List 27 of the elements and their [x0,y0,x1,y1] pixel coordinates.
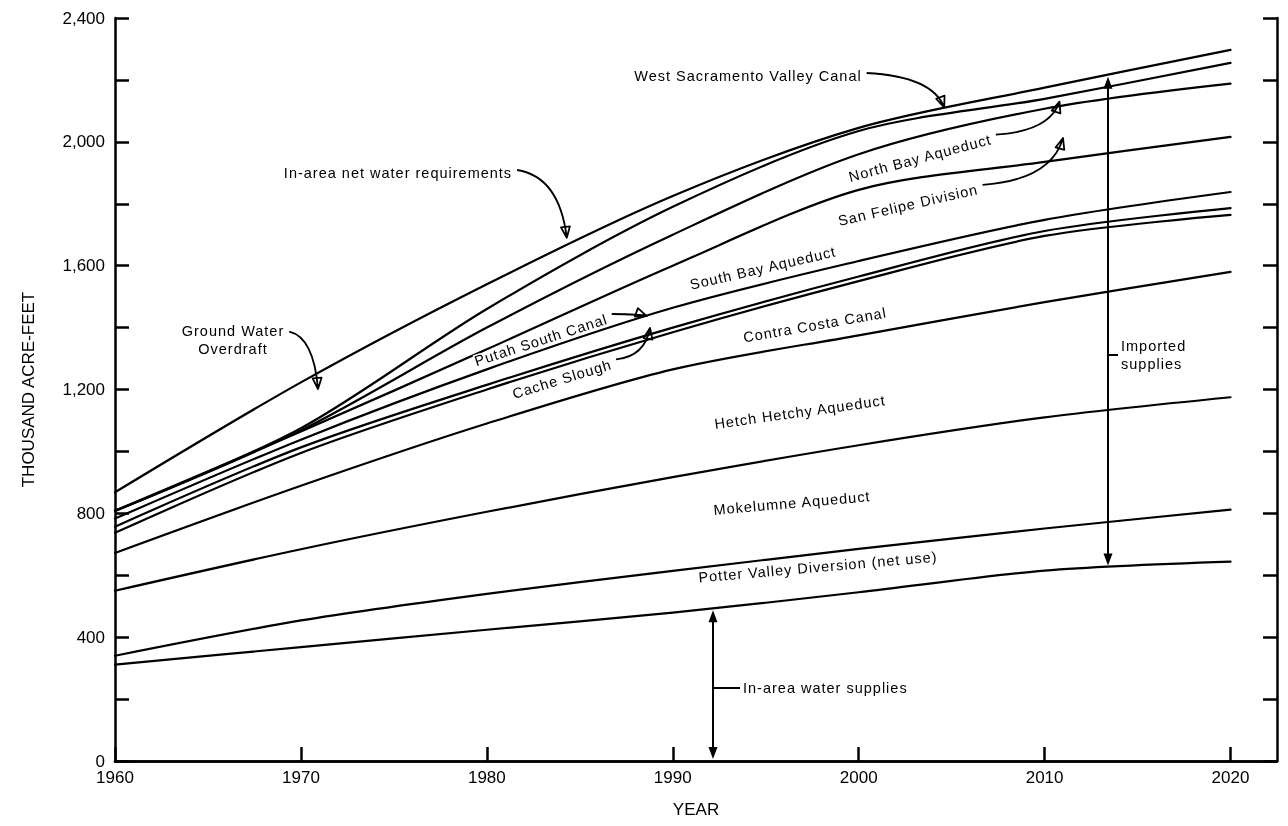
annotation: Cache Slough [510,356,614,402]
annotation: In-area water supplies [743,680,908,697]
y-tick-label: 400 [76,627,105,647]
annotation: West Sacramento Valley Canal [634,68,862,85]
y-tick-label: 800 [76,503,105,523]
y-tick-label: 1,600 [62,256,105,276]
x-axis-title: YEAR [672,800,720,819]
annotation: San Felipe Division [836,181,980,229]
annotation: Ground Water Overdraft [181,323,285,357]
annotation: In-area net water requirements [283,165,513,182]
x-tick-label: 1970 [282,768,320,787]
annotation: Mokelumne Aqueduct [712,488,872,518]
y-tick-label: 0 [95,751,105,771]
y-axis-title: THOUSAND ACRE-FEET [19,291,38,488]
annotation: Potter Valley Diversion (net use) [697,548,939,586]
annotation: Imported supplies [1121,338,1187,372]
annotation: Contra Costa Canal [742,304,888,346]
x-tick-label: 2000 [839,768,878,787]
x-tick-label: 1980 [467,768,506,787]
x-tick-label: 1960 [96,768,134,787]
y-tick-label: 1,200 [62,380,105,399]
x-tick-label: 1990 [653,768,692,787]
x-tick-label: 2020 [1211,768,1250,787]
x-tick-label: 2010 [1025,768,1064,787]
annotation: Hetch Hetchy Aqueduct [713,392,887,432]
y-tick-label: 2,400 [62,8,105,28]
y-tick-label: 2,000 [62,132,105,152]
